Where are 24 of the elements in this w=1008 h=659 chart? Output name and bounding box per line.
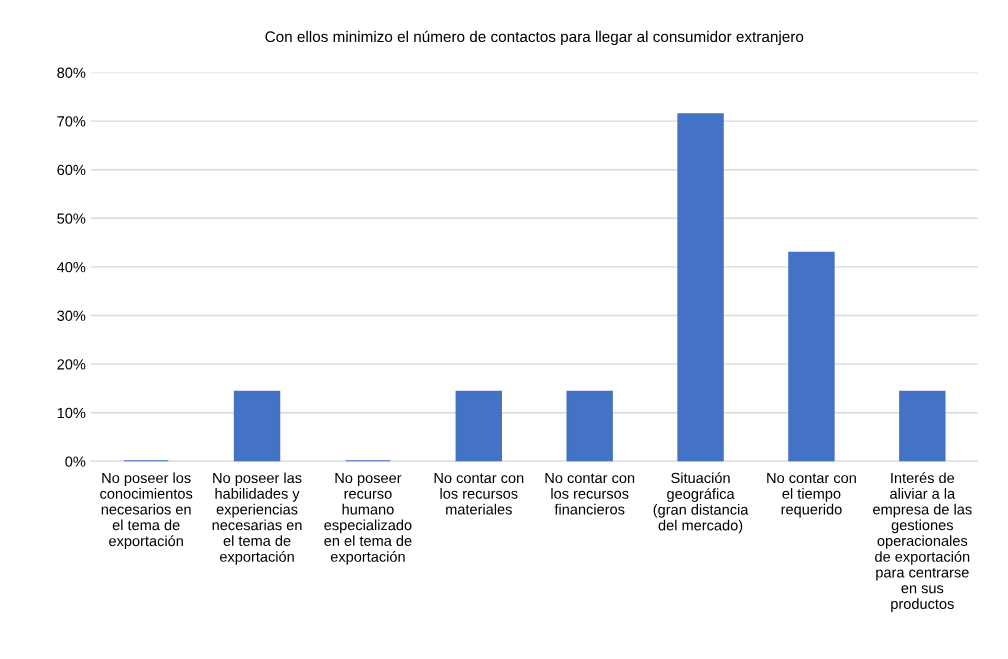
y-tick-label: 60% xyxy=(57,164,86,176)
x-tick-label: No poseer los conocimientos necesarios en el tema de exportación xyxy=(100,472,193,550)
category-label: Interés de aliviar a la empresa de las gestiones operacionales de exportación para centrarse en sus productos xyxy=(873,472,972,612)
y-tick-label: 10% xyxy=(57,407,86,419)
bar xyxy=(566,390,613,462)
x-tick-label: No contar con los recursos financieros xyxy=(545,472,635,515)
x-tick-label: No contar con los recursos materiales xyxy=(434,472,524,515)
y-tick-label: 20% xyxy=(57,359,86,370)
bar xyxy=(233,390,281,462)
y-tick-label: 40% xyxy=(57,262,86,273)
y-tick-label: 80% xyxy=(57,67,86,78)
x-tick-label: Situación geográfica (gran distancia del mercado) xyxy=(653,472,749,534)
x-tick-label: No poseer las habilidades y experiencias necesarias en el tema de exportación xyxy=(212,472,302,565)
y-tick-label: 70% xyxy=(57,116,86,127)
bar xyxy=(899,390,946,462)
y-tick-label: 30% xyxy=(57,310,86,321)
x-tick-label: No poseer recurso humano especializado en el tema de exportación xyxy=(324,472,412,565)
y-tick-label: 50% xyxy=(57,213,86,224)
x-tick-label: No contar con el tiempo requerido xyxy=(767,472,856,518)
bar xyxy=(455,390,503,462)
bar xyxy=(788,251,835,462)
bar xyxy=(677,113,724,462)
chart-title: Con ellos minimizo el número de contactos para llegar al consumidor extranjero xyxy=(265,30,804,46)
y-tick-label: 0% xyxy=(65,456,86,467)
